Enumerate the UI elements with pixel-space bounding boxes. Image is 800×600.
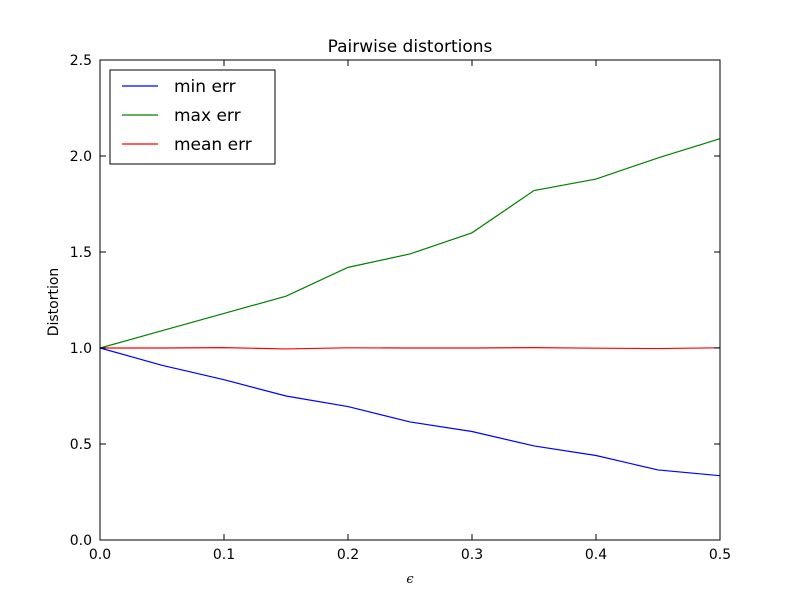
y-tick-label: 1.5 xyxy=(70,245,92,261)
plot-frame xyxy=(99,59,721,541)
x-tick-label: 0.3 xyxy=(461,547,483,563)
series-line-mean-err xyxy=(100,347,721,350)
legend: min err max err mean err xyxy=(109,69,276,165)
x-tick-label: 0.0 xyxy=(89,547,111,563)
chart-title: Pairwise distortions xyxy=(328,37,493,57)
y-tick-label: 0.0 xyxy=(70,533,92,549)
legend-label: max err xyxy=(174,106,241,126)
x-tick-label: 0.1 xyxy=(213,547,235,563)
x-tick-label: 0.5 xyxy=(709,547,731,563)
legend-label: mean err xyxy=(174,135,252,155)
legend-label: min err xyxy=(174,77,236,97)
x-tick-label: 0.4 xyxy=(585,547,607,563)
x-axis-label: ϵ xyxy=(406,572,414,587)
x-tick-label: 0.2 xyxy=(337,547,359,563)
y-tick-label: 2.5 xyxy=(70,53,92,69)
plot-area: 0.0 0.1 0.2 0.3 0.4 0.5 0.0 0.5 1.0 1.5 2.0 2.5 xyxy=(70,53,731,563)
series-line-min-err xyxy=(99,347,721,477)
series-line-max-err xyxy=(99,138,721,349)
y-tick-label: 1.0 xyxy=(70,341,92,357)
y-tick-label: 2.0 xyxy=(70,149,92,165)
y-axis-label: Distortion xyxy=(46,268,62,337)
y-tick-label: 0.5 xyxy=(70,437,92,453)
